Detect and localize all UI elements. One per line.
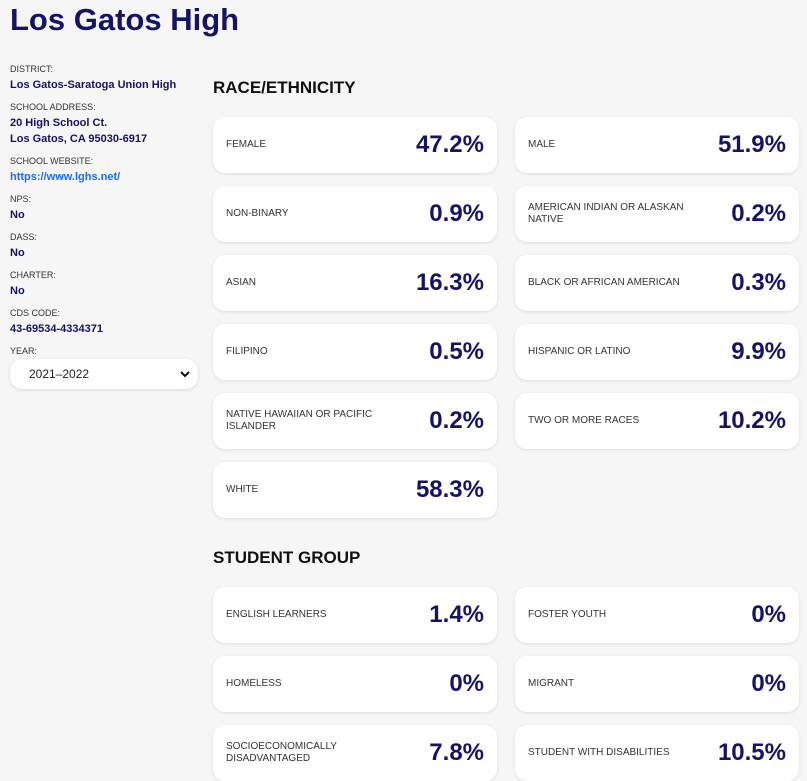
stat-name: Non-Binary: [226, 208, 289, 219]
charter-label: CHARTER:: [10, 270, 56, 280]
stat-name: Migrant: [528, 678, 575, 689]
nps-value: No: [10, 209, 25, 221]
stat-name: Foster Youth: [528, 609, 607, 620]
stat-name: English Learners: [226, 609, 327, 620]
address-label: SCHOOL ADDRESS:: [10, 102, 96, 112]
school-info: DISTRICT: Los Gatos-Saratoga Union High …: [10, 64, 198, 389]
dass-value: No: [10, 247, 25, 259]
stat-card: Two or More Races 10.2%: [515, 393, 799, 449]
dass-label: DASS:: [10, 232, 38, 242]
stat-percent: 0%: [751, 601, 786, 628]
stat-name: Male: [528, 139, 556, 150]
stat-card: Hispanic or Latino 9.9%: [515, 324, 799, 380]
charter-value: No: [10, 285, 25, 297]
stat-card: Native Hawaiian or Pacific Islander 0.2%: [213, 393, 497, 449]
group-grid: English Learners 1.4% Foster Youth 0% Homele…: [213, 587, 799, 781]
stat-percent: 0.2%: [429, 407, 484, 434]
website-link[interactable]: https://www.lghs.net/: [10, 171, 121, 183]
stat-name: American Indian or Alaskan Native: [528, 202, 684, 225]
stat-name: Socioeconomically Disadvantaged: [226, 741, 337, 764]
stat-name: Black or African American: [528, 277, 680, 288]
address-line-2: Los Gatos, CA 95030-6917: [10, 133, 148, 145]
stat-percent: 0%: [751, 670, 786, 697]
stat-name: Two or More Races: [528, 415, 640, 426]
stat-percent: 9.9%: [731, 338, 786, 365]
group-heading: STUDENT GROUP: [213, 548, 361, 567]
stat-name: Female: [226, 139, 267, 150]
stat-percent: 58.3%: [415, 476, 484, 503]
stat-name: Native Hawaiian or Pacific Islander: [226, 409, 373, 432]
stat-card: Black or African American 0.3%: [515, 255, 799, 311]
stat-card: American Indian or Alaskan Native 0.2%: [515, 186, 799, 242]
stat-percent: 0.2%: [731, 200, 786, 227]
district-value: Los Gatos-Saratoga Union High: [10, 79, 177, 91]
cds-label: CDS CODE:: [10, 308, 61, 318]
stat-percent: 51.9%: [717, 131, 786, 158]
race-section: RACE/ETHNICITY Female 47.2% Male 51.9% Non-B…: [213, 78, 799, 518]
website-label: SCHOOL WEBSITE:: [10, 156, 94, 166]
stat-name: White: [226, 484, 259, 495]
stat-name: Student with Disabilities: [528, 747, 670, 758]
cds-value: 43-69534-4334371: [10, 323, 103, 335]
stat-card: Homeless 0%: [213, 656, 497, 712]
stat-card: Non-Binary 0.9%: [213, 186, 497, 242]
page-title: Los Gatos High: [10, 2, 240, 37]
stat-name: Homeless: [226, 678, 282, 689]
stat-card: Foster Youth 0%: [515, 587, 799, 643]
stat-percent: 0.3%: [731, 269, 786, 296]
stat-percent: 0.9%: [429, 200, 484, 227]
stat-card: Asian 16.3%: [213, 255, 497, 311]
stat-card: Socioeconomically Disadvantaged 7.8%: [213, 725, 497, 781]
stat-percent: 16.3%: [415, 269, 484, 296]
year-label: YEAR:: [10, 346, 38, 356]
address-value: 20 High School Ct. Los Gatos, CA 95030-69…: [10, 115, 198, 147]
year-select[interactable]: 2021–2022: [10, 359, 198, 389]
address-line-1: 20 High School Ct.: [10, 117, 108, 129]
race-grid: Female 47.2% Male 51.9% Non-Binary 0.9% Americ…: [213, 117, 799, 518]
district-label: DISTRICT:: [10, 64, 54, 74]
stat-card: Migrant 0%: [515, 656, 799, 712]
stat-card: Filipino 0.5%: [213, 324, 497, 380]
year-selected: 2021–2022: [29, 367, 90, 381]
stat-card: English Learners 1.4%: [213, 587, 497, 643]
group-section: STUDENT GROUP English Learners 1.4% Foster…: [213, 548, 799, 781]
stat-name: Filipino: [226, 346, 268, 357]
stat-percent: 7.8%: [429, 739, 484, 766]
stat-card: White 58.3%: [213, 462, 497, 518]
race-heading: RACE/ETHNICITY: [213, 78, 356, 97]
stat-percent: 1.4%: [429, 601, 484, 628]
nps-label: NPS:: [10, 194, 32, 204]
stat-card: Male 51.9%: [515, 117, 799, 173]
stat-name: Asian: [226, 277, 257, 288]
stat-percent: 0.5%: [429, 338, 484, 365]
stat-percent: 10.5%: [717, 739, 786, 766]
stat-percent: 47.2%: [415, 131, 484, 158]
stat-name: Hispanic or Latino: [528, 346, 631, 357]
stat-card: Student with Disabilities 10.5%: [515, 725, 799, 781]
stat-percent: 10.2%: [717, 407, 786, 434]
chevron-down-icon: [180, 370, 190, 377]
stat-card: Female 47.2%: [213, 117, 497, 173]
stat-percent: 0%: [449, 670, 484, 697]
